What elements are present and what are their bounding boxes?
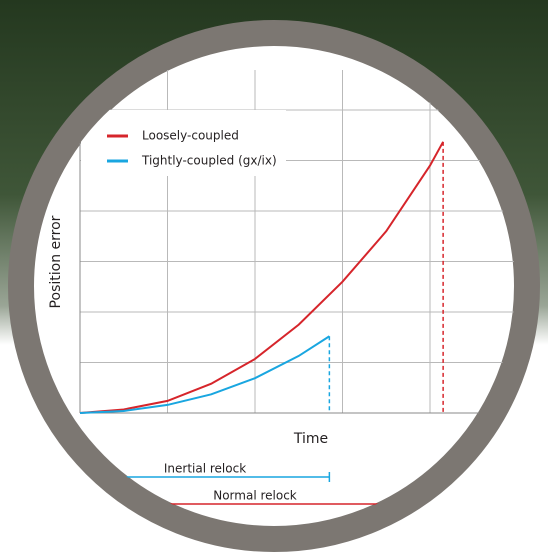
- chart: Loosely-coupled Tightly-coupled (gx/ix) Ti…: [0, 0, 548, 556]
- annotation-label: Inertial relock: [164, 462, 246, 476]
- legend-label: Tightly-coupled (gx/ix): [141, 154, 277, 168]
- x-axis-label: Time: [293, 431, 328, 447]
- legend-label: Loosely-coupled: [142, 129, 239, 143]
- legend: Loosely-coupled Tightly-coupled (gx/ix): [81, 110, 286, 176]
- lens-ring: [21, 33, 527, 539]
- y-axis-label: Position error: [48, 215, 64, 308]
- annotation-label: Normal relock: [213, 489, 297, 503]
